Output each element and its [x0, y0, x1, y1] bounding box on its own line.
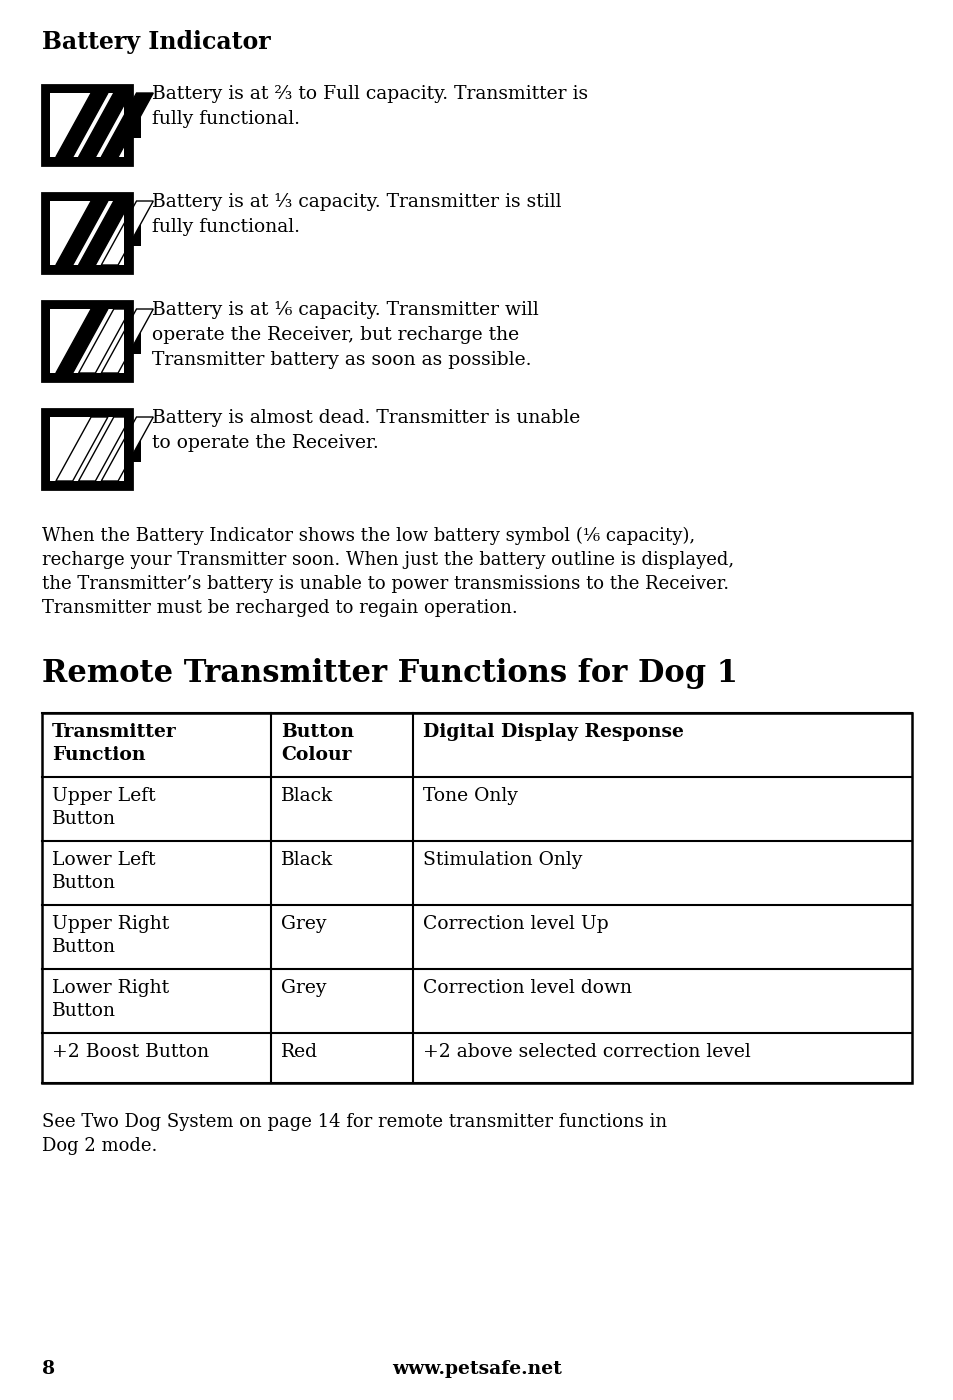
Bar [42, 713, 911, 1084]
Polygon shape [56, 92, 108, 157]
Bar [42, 482, 132, 489]
Text: Digital Display Response: Digital Display Response [422, 722, 682, 741]
Text: +2 Boost Button: +2 Boost Button [52, 1043, 209, 1061]
Bar [124, 85, 132, 165]
Text: Battery is at ²⁄₃ to Full capacity. Transmitter is: Battery is at ²⁄₃ to Full capacity. Tran… [152, 85, 587, 104]
Text: Grey: Grey [280, 979, 326, 997]
Polygon shape [56, 202, 108, 265]
Text: Black: Black [280, 787, 333, 805]
Bar [42, 409, 132, 417]
Polygon shape [56, 417, 108, 482]
Text: Transmitter must be recharged to regain operation.: Transmitter must be recharged to regain … [42, 599, 517, 617]
Polygon shape [78, 417, 131, 482]
Polygon shape [101, 202, 153, 265]
Bar [42, 193, 50, 273]
Polygon shape [78, 202, 131, 265]
Bar [50, 92, 124, 157]
Bar [42, 372, 132, 381]
Polygon shape [101, 309, 153, 372]
Text: Battery is at ¹⁄₃ capacity. Transmitter is still: Battery is at ¹⁄₃ capacity. Transmitter … [152, 193, 561, 211]
Bar [42, 157, 132, 165]
Text: Dog 2 mode.: Dog 2 mode. [42, 1137, 157, 1155]
Polygon shape [78, 309, 131, 372]
Bar [42, 85, 132, 165]
Polygon shape [101, 92, 153, 157]
Text: to operate the Receiver.: to operate the Receiver. [152, 434, 378, 452]
Text: Correction level down: Correction level down [422, 979, 631, 997]
Bar [42, 193, 132, 202]
Polygon shape [56, 309, 108, 372]
Text: Upper Right
Button: Upper Right Button [52, 916, 169, 956]
Text: the Transmitter’s battery is unable to power transmissions to the Receiver.: the Transmitter’s battery is unable to p… [42, 575, 728, 594]
Bar [42, 301, 50, 381]
Text: operate the Receiver, but recharge the: operate the Receiver, but recharge the [152, 326, 518, 344]
Text: When the Battery Indicator shows the low battery symbol (¹⁄₆ capacity),: When the Battery Indicator shows the low… [42, 526, 695, 545]
Bar [42, 193, 132, 273]
Text: Grey: Grey [280, 916, 326, 932]
Bar [50, 417, 124, 482]
Bar [132, 220, 141, 245]
Bar [50, 202, 124, 265]
Polygon shape [78, 92, 131, 157]
Text: +2 above selected correction level: +2 above selected correction level [422, 1043, 750, 1061]
Text: Lower Right
Button: Lower Right Button [52, 979, 169, 1019]
Bar [42, 265, 132, 273]
Bar [50, 309, 124, 372]
Bar [42, 301, 132, 381]
Bar [124, 301, 132, 381]
Text: recharge your Transmitter soon. When just the battery outline is displayed,: recharge your Transmitter soon. When jus… [42, 552, 734, 568]
Bar [42, 85, 132, 92]
Bar [42, 85, 132, 165]
Bar [42, 301, 132, 381]
Text: See Two Dog System on page 14 for remote transmitter functions in: See Two Dog System on page 14 for remote… [42, 1113, 666, 1131]
Bar [42, 301, 132, 309]
Bar [132, 437, 141, 462]
Text: Lower Left
Button: Lower Left Button [52, 851, 155, 892]
Text: Black: Black [280, 851, 333, 869]
Bar [42, 409, 132, 489]
Text: www.petsafe.net: www.petsafe.net [392, 1359, 561, 1378]
Bar [124, 409, 132, 489]
Text: Red: Red [280, 1043, 317, 1061]
Text: Button
Colour: Button Colour [280, 722, 354, 764]
Text: fully functional.: fully functional. [152, 218, 299, 237]
Text: Correction level Up: Correction level Up [422, 916, 608, 932]
Text: Battery is at ¹⁄₆ capacity. Transmitter will: Battery is at ¹⁄₆ capacity. Transmitter … [152, 301, 538, 319]
Text: fully functional.: fully functional. [152, 111, 299, 127]
Bar [42, 193, 132, 273]
Bar [124, 193, 132, 273]
Bar [132, 112, 141, 137]
Polygon shape [101, 417, 153, 482]
Text: Stimulation Only: Stimulation Only [422, 851, 581, 869]
Bar [42, 85, 50, 165]
Bar [132, 329, 141, 353]
Bar [42, 409, 50, 489]
Bar [42, 409, 132, 489]
Text: Tone Only: Tone Only [422, 787, 517, 805]
Text: Battery is almost dead. Transmitter is unable: Battery is almost dead. Transmitter is u… [152, 409, 579, 427]
Text: 8: 8 [42, 1359, 55, 1378]
Text: Upper Left
Button: Upper Left Button [52, 787, 155, 827]
Text: Transmitter battery as soon as possible.: Transmitter battery as soon as possible. [152, 351, 531, 370]
Text: Transmitter
Function: Transmitter Function [52, 722, 176, 764]
Text: Remote Transmitter Functions for Dog 1: Remote Transmitter Functions for Dog 1 [42, 658, 737, 689]
Text: Battery Indicator: Battery Indicator [42, 29, 271, 55]
